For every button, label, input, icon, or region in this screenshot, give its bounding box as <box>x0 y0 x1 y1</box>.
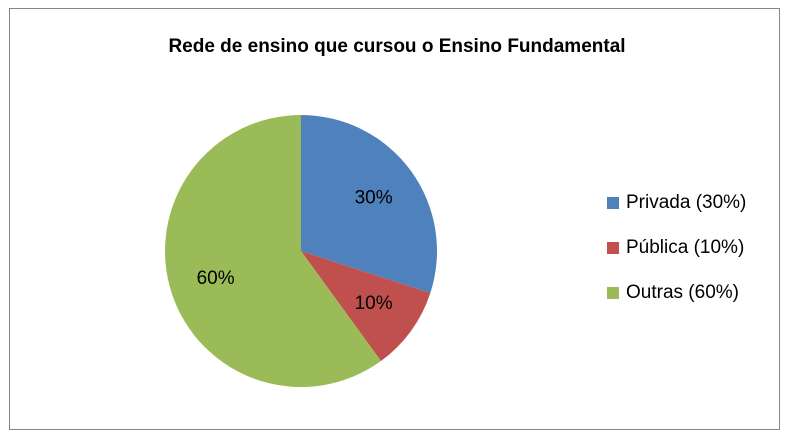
legend-label: Outras (60%) <box>626 282 739 303</box>
data-label: 60% <box>197 268 235 289</box>
legend-swatch <box>607 242 619 254</box>
pie-slice <box>301 251 431 362</box>
pie-slice <box>301 115 437 294</box>
chart-title: Rede de ensino que cursou o Ensino Funda… <box>168 36 625 57</box>
legend-swatch <box>607 197 619 209</box>
data-label: 10% <box>355 293 393 314</box>
legend-label: Pública (10%) <box>626 237 744 258</box>
pie-slice <box>164 115 381 387</box>
data-label: 30% <box>355 187 393 208</box>
legend-swatch <box>607 287 619 299</box>
legend-label: Privada (30%) <box>626 192 746 213</box>
